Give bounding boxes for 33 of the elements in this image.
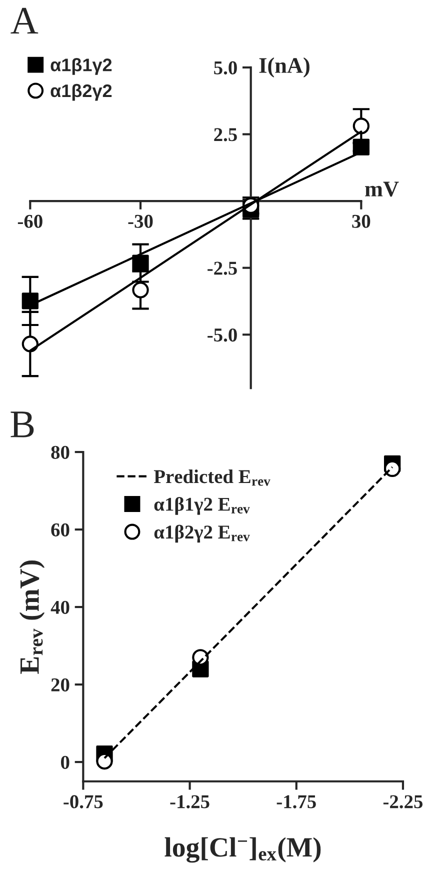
legend-label: α1β2γ2	[50, 84, 112, 101]
x-axis-title: mV	[365, 182, 399, 197]
x-tick-label: -0.75	[64, 795, 103, 808]
x-tick-label: -30	[128, 214, 153, 228]
point	[352, 138, 370, 156]
x-tick-label: -60	[18, 214, 42, 228]
y-tick-label: 40	[50, 600, 70, 614]
point	[22, 292, 38, 310]
x-tick-label: 30	[352, 214, 370, 228]
y-tick-label: 60	[51, 523, 70, 536]
x-tick-label: -2.25	[383, 795, 423, 808]
legend-label: α1β1γ2 E$_{rev}$	[154, 496, 250, 515]
y-tick-label: 0	[61, 756, 70, 769]
y-axis-title: E$_{rev}$ (mV)	[19, 560, 45, 674]
text: A	[10, 8, 38, 34]
legend-label: α1β1γ2	[50, 58, 112, 75]
x-tick-label: -1.75	[276, 795, 316, 808]
y-axis-title: I(nA)	[259, 57, 310, 78]
y-tick-label: 5.0	[214, 61, 237, 74]
point	[132, 282, 149, 298]
y-tick-label: -5.0	[208, 328, 237, 342]
point	[384, 460, 401, 478]
point	[352, 118, 370, 134]
y-tick-label: -2.5	[208, 262, 237, 275]
y-tick-label: 20	[51, 678, 70, 692]
y-tick-label: 2.5	[214, 128, 237, 142]
x-axis-title: log[Cl$^{−}$]$_{ex}$(M)	[164, 837, 321, 863]
legend-label: α1β2γ2 E$_{rev}$	[154, 524, 250, 543]
legend-label: Predicted E$_{rev}$	[154, 470, 270, 486]
y-tick-label: 80	[51, 446, 70, 459]
text: B	[10, 412, 34, 438]
x-tick-label: -1.25	[170, 795, 210, 808]
point	[132, 254, 149, 272]
